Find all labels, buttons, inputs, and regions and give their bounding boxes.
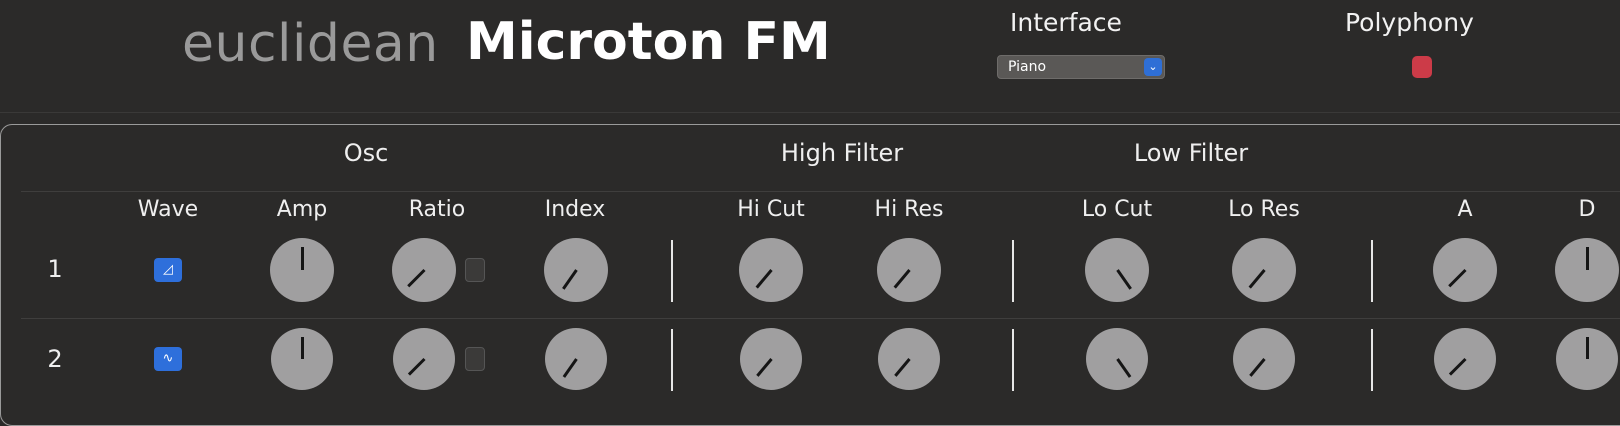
lo-res-knob[interactable] [1233,328,1295,390]
interface-label: Interface [1010,8,1122,37]
group-title-high-filter: High Filter [780,139,904,167]
sawtooth-wave-icon[interactable]: ◿ [154,258,182,282]
row-number: 2 [47,345,63,373]
row-number: 1 [47,255,63,283]
knob-indicator [893,358,911,378]
knob-indicator [755,269,773,289]
separator [671,329,673,391]
col-label-decay: D [1578,197,1596,222]
ratio-knob[interactable] [392,238,456,302]
decay-knob[interactable] [1556,328,1618,390]
brand-sub-title: euclidean [182,14,439,74]
hi-res-knob[interactable] [877,238,941,302]
separator [1012,329,1014,391]
divider [21,191,1620,192]
lo-res-knob[interactable] [1232,238,1296,302]
attack-knob[interactable] [1434,328,1496,390]
separator [1371,240,1373,302]
lo-cut-knob[interactable] [1086,328,1148,390]
col-label-attack: A [1457,197,1473,222]
hi-cut-knob[interactable] [740,328,802,390]
synth-panel: Osc High Filter Low Filter Wave Amp Rati… [0,124,1620,426]
index-knob[interactable] [544,238,608,302]
index-knob[interactable] [545,328,607,390]
col-label-amp: Amp [276,197,328,222]
separator [1371,329,1373,391]
knob-indicator [1115,358,1132,379]
knob-indicator [1585,246,1589,270]
polyphony-label: Polyphony [1345,8,1474,37]
decay-knob[interactable] [1555,238,1619,302]
group-title-low-filter: Low Filter [1133,139,1249,167]
knob-indicator [755,358,773,378]
knob-indicator [561,358,578,379]
ratio-fixed-toggle[interactable] [465,258,485,282]
knob-indicator [1248,269,1266,289]
knob-indicator [406,268,426,288]
knob-indicator [561,269,578,290]
header: euclidean Microton FM Interface Piano ⌄ … [0,0,1620,113]
knob-indicator [893,269,911,289]
knob-indicator [1115,269,1132,290]
hi-cut-knob[interactable] [739,238,803,302]
interface-select[interactable]: Piano ⌄ [997,55,1165,79]
col-label-ratio: Ratio [408,197,466,222]
separator [671,240,673,302]
knob-indicator [407,357,426,376]
amp-knob[interactable] [270,238,334,302]
knob-indicator [1448,357,1467,376]
brand-title: Microton FM [466,12,831,72]
col-label-hi-cut: Hi Cut [737,197,805,222]
amp-knob[interactable] [271,328,333,390]
chevron-down-icon[interactable]: ⌄ [1144,58,1162,76]
knob-indicator [1585,336,1589,359]
sine-wave-icon[interactable]: ∿ [154,347,182,371]
group-title-osc: Osc [343,139,389,167]
col-label-hi-res: Hi Res [874,197,944,222]
col-label-wave: Wave [137,197,199,222]
ratio-knob[interactable] [393,328,455,390]
interface-select-value: Piano [1008,59,1047,75]
attack-knob[interactable] [1433,238,1497,302]
ratio-fixed-toggle[interactable] [465,347,485,371]
knob-indicator [1447,268,1467,288]
knob-indicator [300,246,304,270]
polyphony-toggle[interactable] [1412,56,1432,78]
col-label-index: Index [544,197,606,222]
separator [1012,240,1014,302]
col-label-lo-res: Lo Res [1228,197,1300,222]
col-label-lo-cut: Lo Cut [1081,197,1153,222]
knob-indicator [300,336,304,359]
hi-res-knob[interactable] [878,328,940,390]
knob-indicator [1248,358,1266,378]
divider [21,318,1620,319]
lo-cut-knob[interactable] [1085,238,1149,302]
